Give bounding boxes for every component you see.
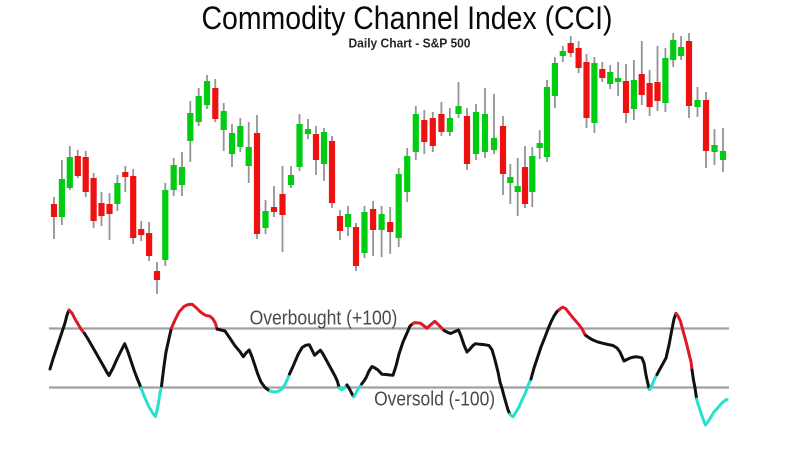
svg-text:Overbought (+100): Overbought (+100) [250, 307, 398, 329]
svg-text:Daily Chart - S&P 500: Daily Chart - S&P 500 [349, 36, 471, 50]
svg-text:Commodity Channel Index (CCI): Commodity Channel Index (CCI) [202, 0, 613, 36]
svg-text:Oversold (-100): Oversold (-100) [374, 388, 495, 410]
